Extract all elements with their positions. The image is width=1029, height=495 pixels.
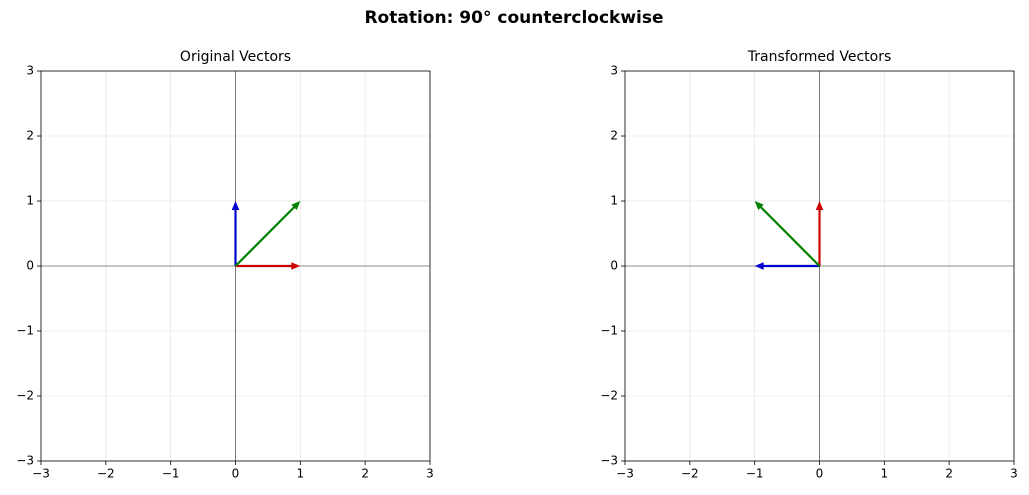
y-tick-label: −2 [16,389,34,403]
y-tick-label: 0 [26,259,34,273]
y-tick-label: −2 [600,389,618,403]
x-tick-label: 0 [232,467,240,481]
x-tick-label: −2 [97,467,115,481]
vector-arrow [754,201,821,267]
vector-arrow [754,262,820,270]
y-tick-label: −1 [600,324,618,338]
x-tick-label: −2 [681,467,699,481]
y-tick-label: 0 [610,259,618,273]
y-tick-label: 1 [26,194,34,208]
vector-arrow [815,201,824,266]
x-tick-label: 3 [1010,467,1018,481]
x-tick-label: −1 [746,467,764,481]
x-tick-label: −3 [32,467,50,481]
y-tick-label: −3 [600,454,618,468]
axes-title: Original Vectors [180,49,291,65]
x-tick-label: 0 [816,467,824,481]
y-tick-label: −1 [16,324,34,338]
x-tick-label: −3 [616,467,634,481]
y-tick-label: 3 [610,64,618,78]
y-tick-label: 1 [610,194,618,208]
x-tick-label: 2 [945,467,953,481]
figure-title: Rotation: 90° counterclockwise [364,8,663,28]
axes-frame [624,70,1015,462]
y-tick-label: 2 [26,129,34,143]
x-tick-label: −1 [162,467,180,481]
x-tick-label: 2 [361,467,369,481]
axes-title: Transformed Vectors [747,49,892,65]
y-tick-label: 3 [26,64,34,78]
vector-arrow [231,201,240,266]
x-tick-label: 1 [297,467,305,481]
y-tick-label: −3 [16,454,34,468]
x-tick-label: 3 [426,467,434,481]
y-tick-label: 2 [610,129,618,143]
axes-frame [40,70,431,462]
vector-arrow [234,201,301,267]
vector-arrow [235,262,301,270]
x-tick-label: 1 [881,467,889,481]
